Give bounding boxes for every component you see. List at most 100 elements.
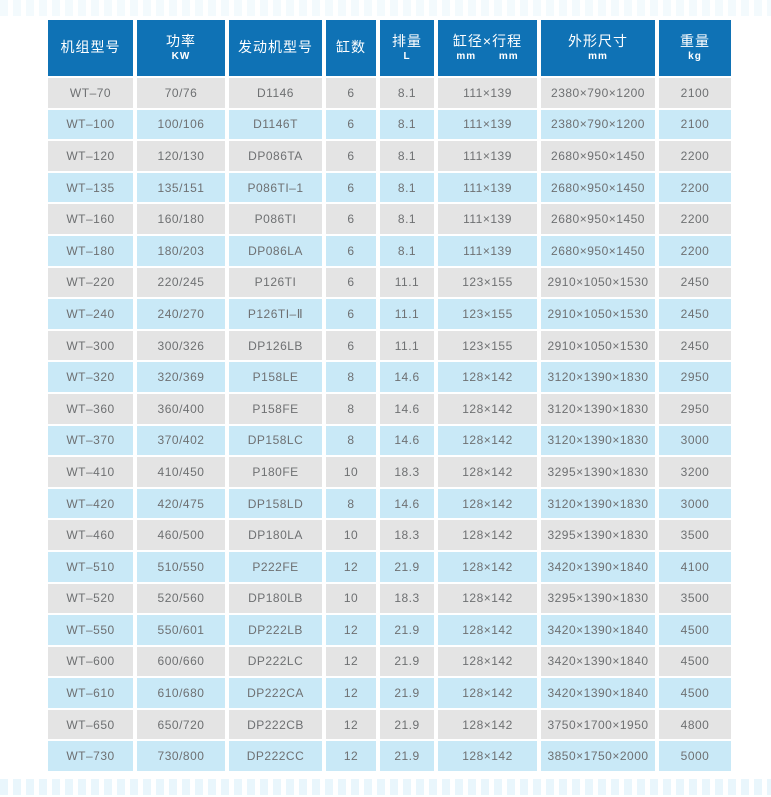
cell-weight: 2200	[659, 172, 731, 203]
cell-model: WT–550	[48, 615, 133, 645]
table-row: WT–730 730/800 DP222CC 12 21.9 128×142 3850×17…	[48, 741, 731, 772]
cell-cylinders: 10	[326, 457, 376, 487]
cell-cylinders: 8	[326, 393, 376, 424]
cell-model: WT–300	[48, 330, 133, 361]
cell-bore-stroke: 128×142	[438, 520, 537, 550]
cell-cylinders: 12	[326, 646, 376, 677]
column-unit-label: mm	[588, 51, 608, 63]
cell-cylinders: 6	[326, 78, 376, 108]
cell-weight: 2200	[659, 141, 731, 171]
cell-cylinders: 12	[326, 615, 376, 645]
cell-dimensions: 3420×1390×1840	[541, 551, 655, 582]
cell-bore-stroke: 111×139	[438, 78, 537, 108]
cell-weight: 3500	[659, 520, 731, 550]
cell-model: WT–240	[48, 299, 133, 329]
cell-weight: 3000	[659, 425, 731, 456]
cell-weight: 3500	[659, 583, 731, 614]
cell-bore-stroke: 123×155	[438, 299, 537, 329]
cell-model: WT–510	[48, 551, 133, 582]
column-header-engine: 发动机型号	[229, 20, 322, 76]
column-label: 缸数	[336, 39, 366, 56]
cell-dimensions: 3295×1390×1830	[541, 457, 655, 487]
column-unit-label: L	[403, 51, 411, 63]
table-row: WT–240 240/270 P126TI–Ⅱ 6 11.1 123×155 2910×10…	[48, 299, 731, 329]
cell-engine: D1146	[229, 78, 322, 108]
cell-power: 320/369	[137, 362, 225, 392]
cell-bore-stroke: 128×142	[438, 393, 537, 424]
cell-dimensions: 3120×1390×1830	[541, 488, 655, 519]
cell-model: WT–120	[48, 141, 133, 171]
table-row: WT–650 650/720 DP222CB 12 21.9 128×142 3750×17…	[48, 709, 731, 740]
column-header-model: 机组型号	[48, 20, 133, 76]
decorative-stripes-bottom	[0, 779, 771, 795]
cell-cylinders: 6	[326, 141, 376, 171]
cell-weight: 3000	[659, 488, 731, 519]
column-unit-label: mm mm	[456, 51, 519, 63]
cell-weight: 4500	[659, 678, 731, 708]
cell-displacement: 18.3	[380, 457, 434, 487]
cell-model: WT–650	[48, 709, 133, 740]
cell-model: WT–520	[48, 583, 133, 614]
cell-power: 460/500	[137, 520, 225, 550]
cell-displacement: 11.1	[380, 330, 434, 361]
cell-model: WT–420	[48, 488, 133, 519]
cell-displacement: 21.9	[380, 741, 434, 772]
cell-displacement: 11.1	[380, 299, 434, 329]
cell-power: 370/402	[137, 425, 225, 456]
column-header-cylinders: 缸数	[326, 20, 376, 76]
cell-bore-stroke: 128×142	[438, 457, 537, 487]
cell-displacement: 11.1	[380, 267, 434, 298]
cell-weight: 2450	[659, 267, 731, 298]
cell-bore-stroke: 128×142	[438, 741, 537, 772]
cell-power: 135/151	[137, 172, 225, 203]
cell-dimensions: 3295×1390×1830	[541, 520, 655, 550]
cell-power: 420/475	[137, 488, 225, 519]
table-row: WT–610 610/680 DP222CA 12 21.9 128×142 3420×13…	[48, 678, 731, 708]
generator-spec-table-container: 机组型号 功率 KW 发动机型号	[44, 18, 735, 773]
column-label: 缸径×行程	[452, 32, 523, 49]
cell-displacement: 8.1	[380, 204, 434, 234]
table-row: WT–420 420/475 DP158LD 8 14.6 128×142 3120×139…	[48, 488, 731, 519]
cell-model: WT–460	[48, 520, 133, 550]
cell-engine: DP222CB	[229, 709, 322, 740]
cell-model: WT–135	[48, 172, 133, 203]
cell-engine: DP222LC	[229, 646, 322, 677]
cell-displacement: 18.3	[380, 583, 434, 614]
cell-bore-stroke: 128×142	[438, 551, 537, 582]
cell-power: 100/106	[137, 109, 225, 140]
cell-engine: DP222CC	[229, 741, 322, 772]
cell-engine: P158LE	[229, 362, 322, 392]
cell-cylinders: 8	[326, 425, 376, 456]
cell-model: WT–410	[48, 457, 133, 487]
cell-dimensions: 2680×950×1450	[541, 172, 655, 203]
cell-power: 180/203	[137, 235, 225, 266]
table-body: WT–70 70/76 D1146 6 8.1 111×139 2380×790×1200 2…	[48, 78, 731, 772]
cell-weight: 4500	[659, 615, 731, 645]
cell-dimensions: 3120×1390×1830	[541, 393, 655, 424]
cell-weight: 2450	[659, 330, 731, 361]
cell-weight: 2450	[659, 299, 731, 329]
cell-bore-stroke: 123×155	[438, 330, 537, 361]
cell-model: WT–180	[48, 235, 133, 266]
cell-power: 730/800	[137, 741, 225, 772]
cell-weight: 2100	[659, 109, 731, 140]
generator-spec-table: 机组型号 功率 KW 发动机型号	[44, 18, 735, 773]
cell-cylinders: 12	[326, 709, 376, 740]
column-header-power: 功率 KW	[137, 20, 225, 76]
cell-weight: 2950	[659, 393, 731, 424]
cell-displacement: 21.9	[380, 551, 434, 582]
cell-engine: D1146T	[229, 109, 322, 140]
decorative-stripes-top	[0, 0, 771, 16]
cell-dimensions: 3420×1390×1840	[541, 678, 655, 708]
cell-weight: 3200	[659, 457, 731, 487]
table-row: WT–300 300/326 DP126LB 6 11.1 123×155 2910×105…	[48, 330, 731, 361]
cell-dimensions: 2680×950×1450	[541, 204, 655, 234]
cell-power: 600/660	[137, 646, 225, 677]
table-row: WT–520 520/560 DP180LB 10 18.3 128×142 3295×13…	[48, 583, 731, 614]
cell-engine: DP180LB	[229, 583, 322, 614]
cell-displacement: 14.6	[380, 393, 434, 424]
cell-engine: DP126LB	[229, 330, 322, 361]
cell-cylinders: 6	[326, 172, 376, 203]
cell-engine: DP180LA	[229, 520, 322, 550]
